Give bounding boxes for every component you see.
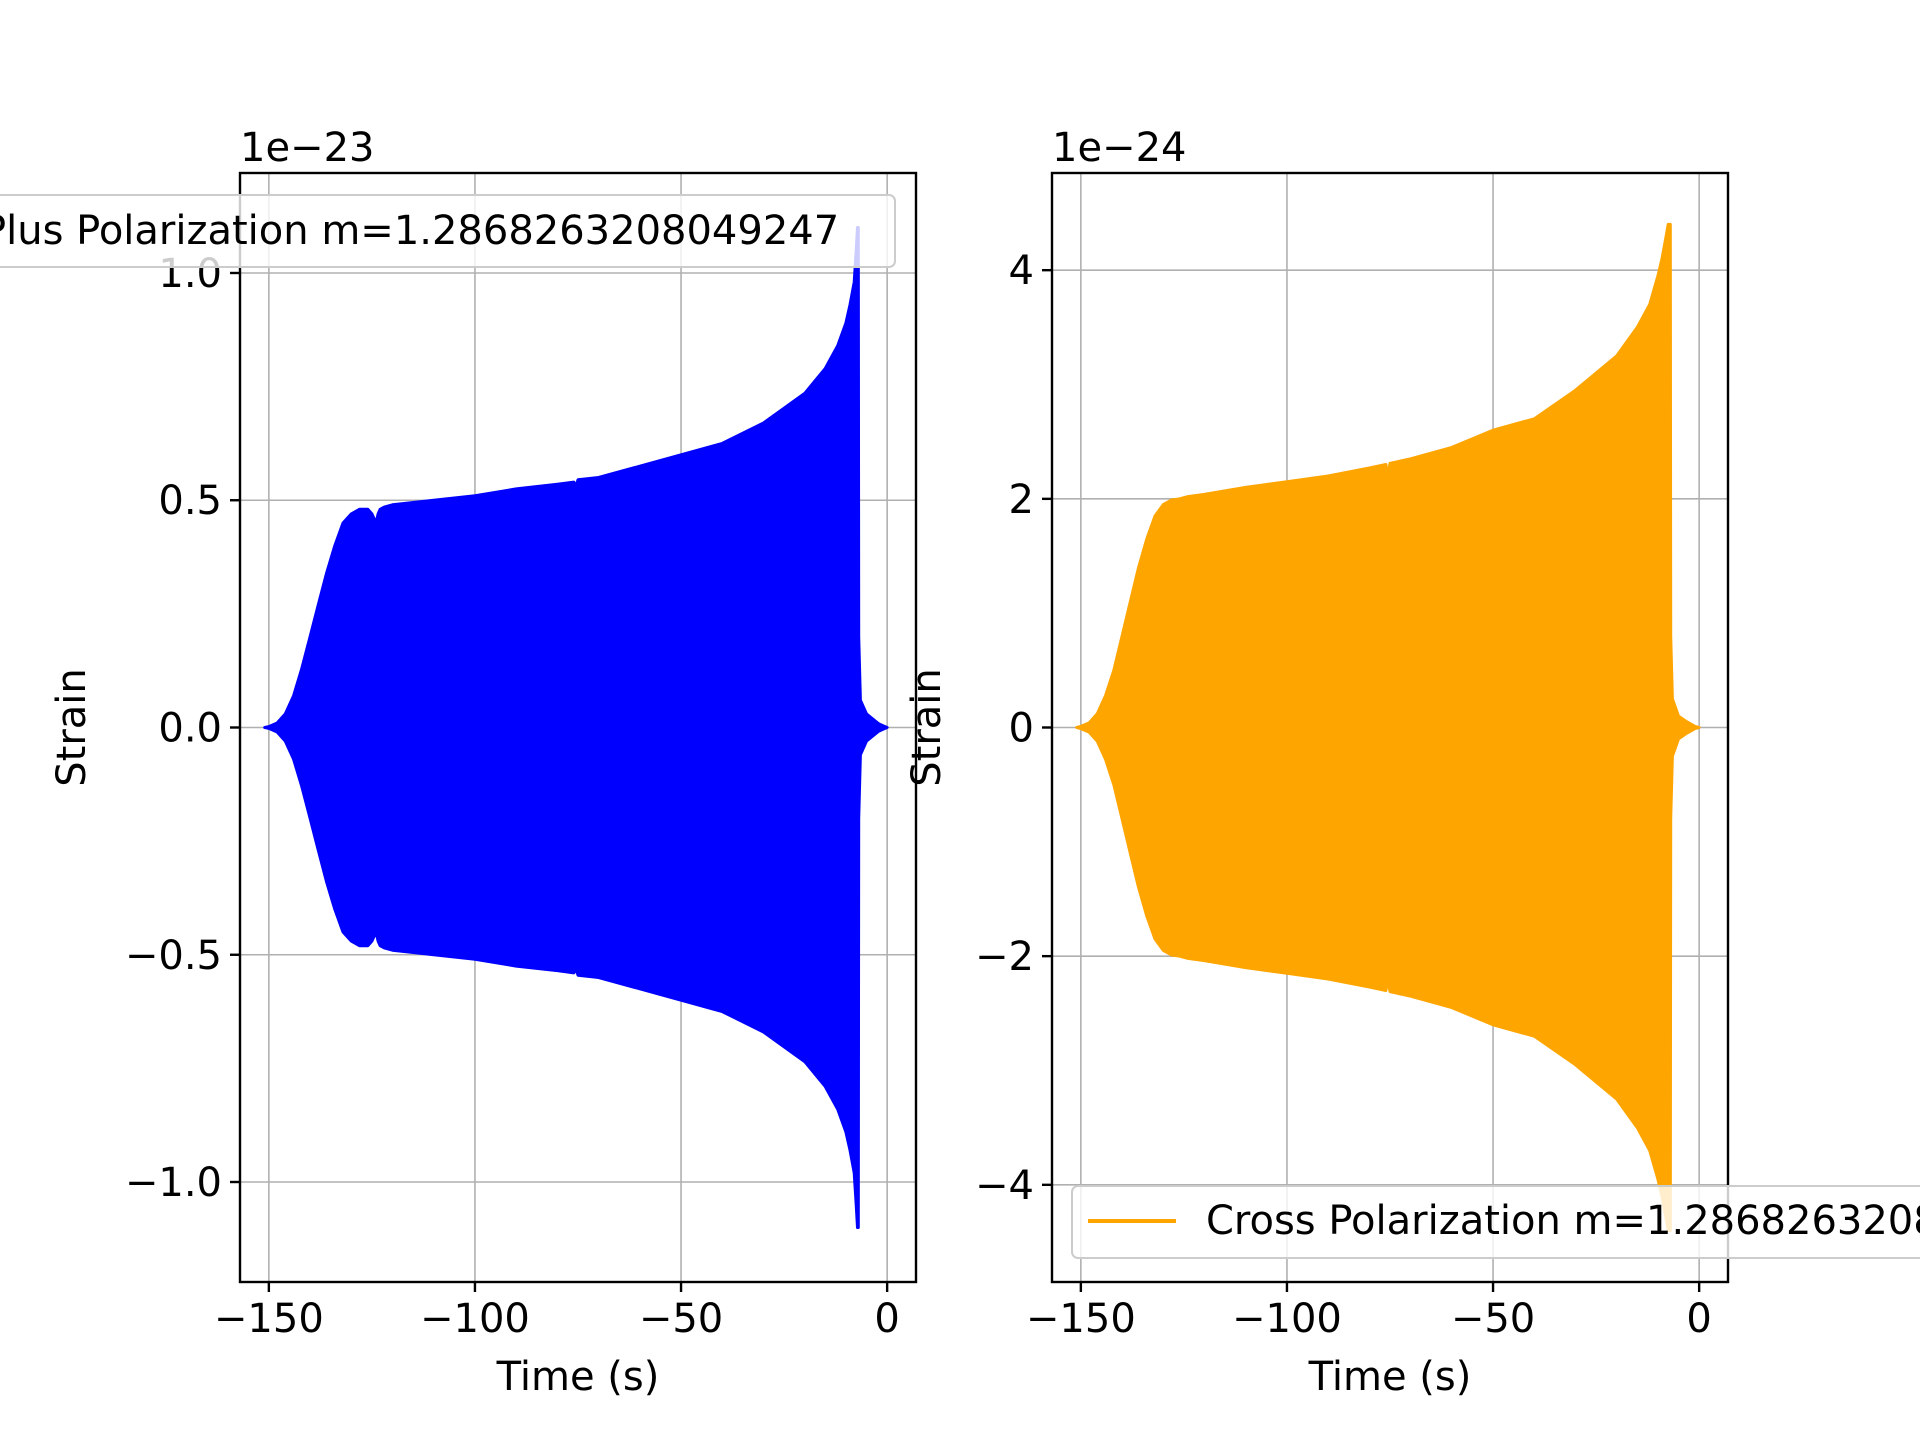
waveform-series [263, 226, 889, 1229]
y-tick-label: −4 [975, 1163, 1034, 1209]
x-axis-label: Time (s) [1308, 1354, 1472, 1400]
legend-box [0, 194, 896, 268]
legend-label: Plus Polarization m=1.2868263208049247 [0, 208, 839, 254]
x-tick-label: 0 [1686, 1296, 1711, 1342]
x-tick-label: −50 [639, 1296, 723, 1342]
y-tick-label: 0.0 [158, 706, 222, 752]
x-tick-label: 0 [874, 1296, 899, 1342]
waveform-series [1075, 222, 1701, 1233]
y-offset-label: 1e−23 [240, 125, 374, 171]
x-tick-label: −100 [1232, 1296, 1342, 1342]
x-tick-label: −50 [1451, 1296, 1535, 1342]
legend-label: Cross Polarization m=1.2868263208049247 [1206, 1198, 1920, 1244]
y-tick-label: −0.5 [125, 933, 222, 979]
y-tick-label: 0 [1009, 706, 1034, 752]
x-axis-label: Time (s) [496, 1354, 660, 1400]
legend-box [1071, 1185, 1920, 1259]
y-tick-label: −1.0 [125, 1160, 222, 1206]
y-axis-label: Strain [49, 668, 95, 787]
legend: Plus Polarization m=1.2868263208049247 [0, 194, 896, 268]
y-tick-label: 0.5 [158, 478, 222, 524]
y-tick-label: 4 [1009, 248, 1034, 294]
cross-polarization-panel: −150 −100 −50 0 −4 −2 0 2 4 Time (s) Strain 1e−24 Cr… [904, 125, 1920, 1400]
x-tick-label: −150 [214, 1296, 324, 1342]
y-offset-label: 1e−24 [1052, 125, 1186, 171]
x-tick-label: −100 [420, 1296, 530, 1342]
y-tick-label: 2 [1009, 477, 1034, 523]
y-tick-label: −2 [975, 934, 1034, 980]
y-axis-label: Strain [904, 668, 950, 787]
x-tick-label: −150 [1026, 1296, 1136, 1342]
legend: Cross Polarization m=1.2868263208049247 [1071, 1185, 1920, 1259]
